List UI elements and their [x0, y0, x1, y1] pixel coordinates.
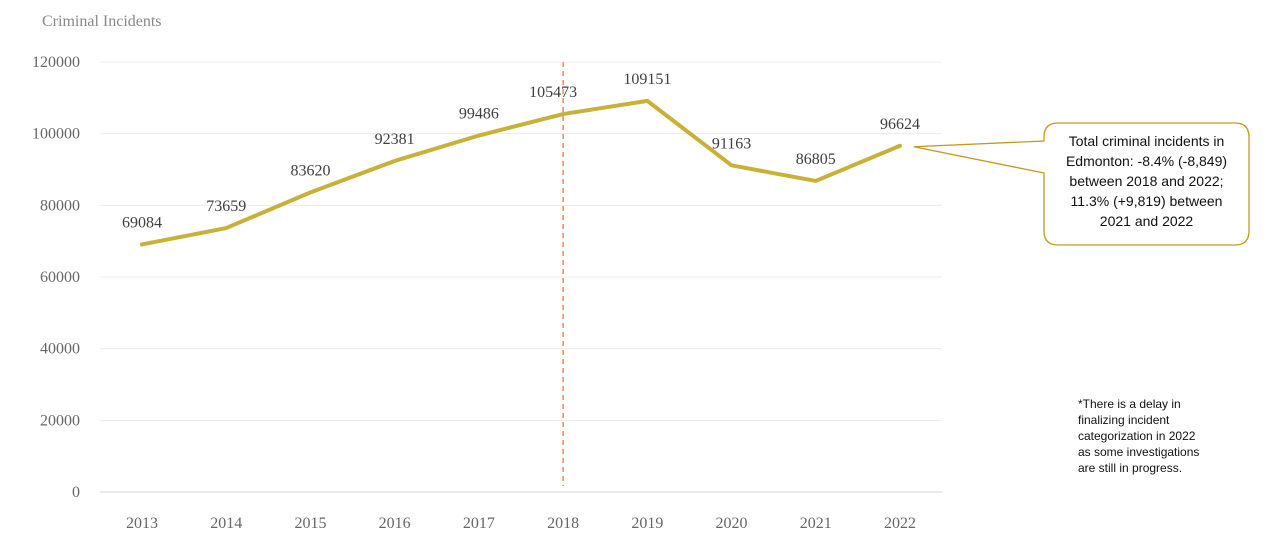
y-tick-label: 80000	[40, 197, 80, 214]
callout-line: 2021 and 2022	[1100, 213, 1194, 229]
grid-lines	[100, 61, 942, 493]
x-tick-label: 2016	[379, 515, 411, 532]
data-label: 91163	[712, 135, 751, 152]
data-label: 83620	[290, 162, 330, 179]
data-label: 109151	[623, 71, 671, 88]
data-label: 92381	[375, 131, 415, 148]
callout-line: Edmonton: -8.4% (-8,849)	[1066, 153, 1227, 169]
y-axis-tick-labels: 0 20000 40000 60000 80000 100000 120000	[32, 54, 80, 501]
callout-line: Total criminal incidents in	[1069, 133, 1225, 149]
x-axis-tick-labels: 2013 2014 2015 2016 2017 2018 2019 2020 2021 2022	[126, 515, 916, 532]
y-tick-label: 40000	[40, 341, 80, 358]
series-group	[140, 98, 902, 247]
footnote-text: *There is a delay in finalizing incident c…	[1078, 397, 1199, 475]
y-tick-label: 60000	[40, 269, 80, 286]
y-tick-label: 100000	[32, 126, 80, 143]
callout-text: Total criminal incidents in Edmonton: -8.…	[1066, 133, 1227, 229]
x-tick-label: 2013	[126, 515, 158, 532]
footnote-line: categorization in 2022	[1078, 429, 1196, 443]
data-labels: 69084 73659 83620 92381 99486 105473 109151 911…	[122, 71, 920, 232]
footnote-line: *There is a delay in	[1078, 397, 1181, 411]
y-tick-label: 20000	[40, 412, 80, 429]
data-label: 73659	[206, 198, 246, 215]
x-tick-label: 2017	[463, 515, 495, 532]
x-tick-label: 2015	[294, 515, 326, 532]
x-tick-label: 2022	[884, 515, 916, 532]
callout-line: 11.3% (+9,819) between	[1071, 193, 1223, 209]
data-label: 86805	[796, 151, 836, 168]
x-tick-label: 2019	[631, 515, 663, 532]
x-tick-label: 2014	[210, 515, 242, 532]
x-tick-label: 2021	[800, 515, 832, 532]
callout: Total criminal incidents in Edmonton: -8.…	[913, 122, 1250, 246]
series-line	[140, 98, 902, 247]
x-tick-label: 2018	[547, 515, 579, 532]
footnote-line: are still in progress.	[1078, 461, 1182, 475]
footnote: *There is a delay in finalizing incident c…	[1078, 397, 1199, 475]
data-label: 96624	[880, 116, 920, 133]
data-label: 105473	[529, 84, 577, 101]
data-label: 69084	[122, 214, 162, 231]
y-axis-title: Criminal Incidents	[42, 13, 162, 30]
y-tick-label: 120000	[32, 54, 80, 71]
data-label: 99486	[459, 106, 499, 123]
footnote-line: finalizing incident	[1078, 413, 1170, 427]
y-tick-label: 0	[72, 484, 80, 501]
x-tick-label: 2020	[716, 515, 748, 532]
callout-line: between 2018 and 2022;	[1069, 173, 1223, 189]
footnote-line: as some investigations	[1078, 445, 1199, 459]
callout-box	[913, 122, 1250, 246]
